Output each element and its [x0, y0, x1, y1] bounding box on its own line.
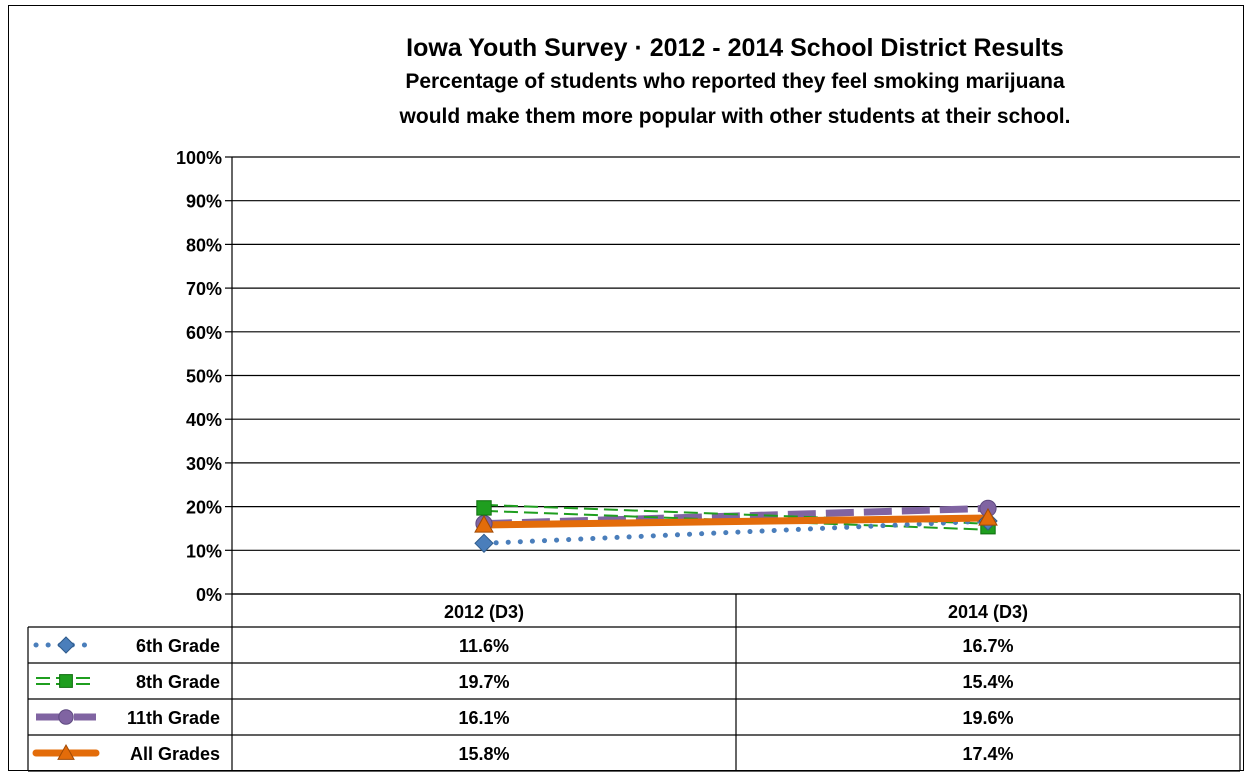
y-tick-label: 30% — [186, 454, 222, 474]
data-point-all-grades — [978, 507, 998, 526]
legend-label-6th-grade: 6th Grade — [136, 636, 220, 656]
chart-title: Iowa Youth Survey · 2012 - 2014 School D… — [406, 34, 1064, 62]
table-value-6th-grade: 11.6% — [459, 636, 509, 656]
y-tick-label: 100% — [176, 148, 222, 168]
table-value-8th-grade: 19.7% — [458, 672, 509, 692]
legend-key-marker-6th-grade — [57, 636, 75, 654]
y-tick-label: 80% — [186, 235, 222, 255]
table-value-all-grades: 15.8% — [458, 744, 509, 764]
table-value-11th-grade: 16.1% — [458, 708, 509, 728]
legend-key-marker-8th-grade — [59, 674, 73, 688]
chart-subtitle-line-1: Percentage of students who reported they… — [405, 70, 1065, 93]
table-value-6th-grade: 16.7% — [962, 636, 1013, 656]
series-line-all-grades — [480, 514, 992, 529]
table-value-8th-grade: 15.4% — [962, 672, 1013, 692]
y-tick-label: 70% — [186, 279, 222, 299]
data-point-all-grades — [474, 514, 494, 533]
legend-key-marker-11th-grade — [58, 709, 74, 725]
y-tick-label: 10% — [186, 541, 222, 561]
category-label: 2014 (D3) — [948, 602, 1028, 622]
legend-label-8th-grade: 8th Grade — [136, 672, 220, 692]
series-line-6th-grade — [481, 518, 991, 546]
y-tick-label: 20% — [186, 498, 222, 518]
y-tick-label: 60% — [186, 323, 222, 343]
legend-label-all-grades: All Grades — [130, 744, 220, 764]
chart-subtitle-line-2: would make them more popular with other … — [399, 105, 1071, 128]
table-value-all-grades: 17.4% — [962, 744, 1013, 764]
y-tick-label: 90% — [186, 192, 222, 212]
y-tick-label: 50% — [186, 367, 222, 387]
legend-label-11th-grade: 11th Grade — [127, 708, 220, 728]
data-point-6th-grade — [474, 533, 494, 554]
table-value-11th-grade: 19.6% — [962, 708, 1013, 728]
y-tick-label: 0% — [196, 585, 222, 605]
data-point-8th-grade — [476, 500, 492, 516]
category-label: 2012 (D3) — [444, 602, 524, 622]
legend-key-marker-all-grades — [57, 743, 75, 760]
y-tick-label: 40% — [186, 410, 222, 430]
